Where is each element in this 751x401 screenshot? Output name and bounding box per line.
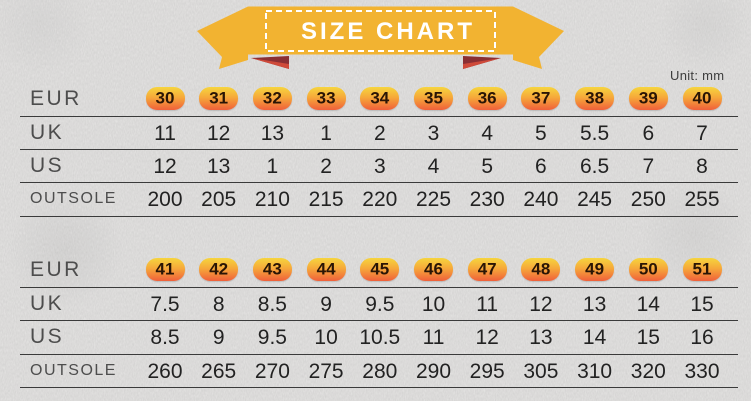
svg-text:SIZE CHART: SIZE CHART	[301, 18, 475, 45]
